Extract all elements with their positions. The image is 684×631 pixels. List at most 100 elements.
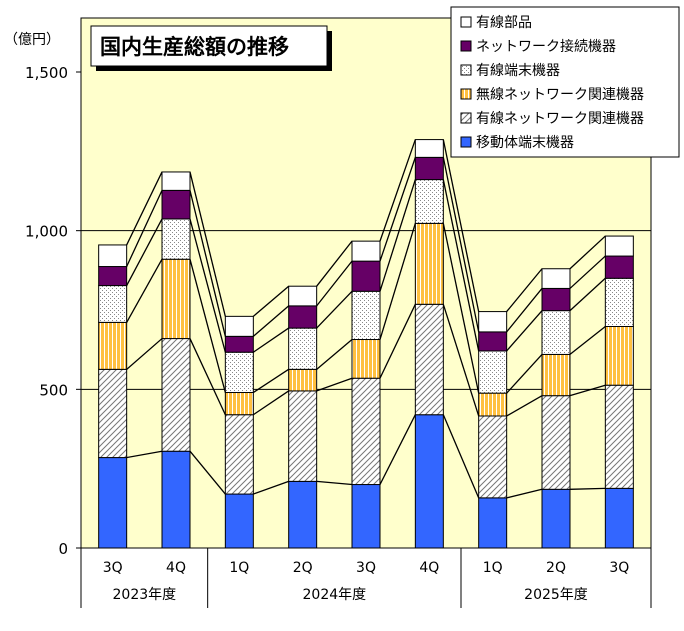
legend-swatch bbox=[460, 112, 472, 124]
y-ticks: 0 500 1,000 1,500 bbox=[25, 64, 81, 558]
bar-segment bbox=[98, 266, 128, 287]
legend-label: 有線端末機器 bbox=[476, 63, 560, 79]
series-connector bbox=[189, 450, 226, 495]
bar-segment bbox=[478, 350, 508, 394]
x-ticks: 3Q 4Q 1Q 2Q 3Q 4Q 1Q 2Q 3Q 2023年度 2024年度 2025年度 bbox=[80, 548, 652, 608]
series-connector bbox=[506, 310, 543, 352]
bar-segment bbox=[414, 179, 444, 224]
series-connector bbox=[126, 258, 163, 323]
connector-lines bbox=[126, 139, 606, 499]
legend-swatch bbox=[460, 64, 472, 76]
series-connector bbox=[316, 260, 353, 307]
series-connector bbox=[379, 414, 416, 485]
bar-segment bbox=[604, 326, 634, 386]
series-connector bbox=[379, 223, 416, 340]
bar-segment bbox=[414, 414, 444, 549]
bar-segment bbox=[98, 457, 128, 549]
bar-segment bbox=[224, 335, 254, 353]
bar-segment bbox=[161, 171, 191, 191]
y-tick-label: 500 bbox=[39, 381, 68, 399]
bars bbox=[98, 139, 634, 549]
bar-segment bbox=[98, 321, 128, 370]
series-connector bbox=[126, 190, 163, 267]
bar-segment bbox=[604, 487, 634, 549]
bar-segment bbox=[604, 277, 634, 328]
series-connector bbox=[189, 190, 226, 337]
series-connector bbox=[506, 353, 543, 394]
y-tick-label: 1,000 bbox=[25, 223, 68, 241]
series-connector bbox=[379, 179, 416, 292]
bar-segment bbox=[288, 368, 318, 392]
series-connector bbox=[126, 171, 163, 246]
bar-segment bbox=[478, 392, 508, 417]
bar-segment bbox=[224, 351, 254, 394]
legend-swatch bbox=[460, 40, 472, 52]
bar-segment bbox=[288, 390, 318, 482]
x-tick-label: 3Q bbox=[609, 560, 629, 576]
series-connector bbox=[316, 377, 353, 392]
series-connector bbox=[253, 480, 289, 495]
series-connector bbox=[442, 304, 480, 417]
bar-segment bbox=[161, 338, 191, 452]
series-connector bbox=[506, 288, 543, 333]
series-connector bbox=[189, 171, 226, 317]
series-connector bbox=[569, 325, 606, 355]
series-connector bbox=[126, 450, 163, 459]
bar-segment bbox=[98, 368, 128, 459]
y-tick-label: 0 bbox=[58, 540, 68, 558]
legend-swatch bbox=[460, 16, 472, 28]
legend: 有線部品ネットワーク接続機器有線端末機器無線ネットワーク関連機器有線ネットワーク… bbox=[450, 6, 680, 158]
bar-segment bbox=[351, 240, 381, 262]
series-connector bbox=[442, 179, 480, 352]
series-connector bbox=[126, 218, 163, 286]
x-group-label: 2024年度 bbox=[303, 587, 367, 603]
chart-title: 国内生産総額の推移 bbox=[100, 35, 289, 59]
bar-segment bbox=[224, 414, 254, 495]
legend-label: 有線部品 bbox=[476, 15, 532, 31]
series-connector bbox=[316, 240, 353, 287]
bar-segment bbox=[98, 285, 128, 323]
bar-segment bbox=[541, 488, 571, 549]
legend-swatch bbox=[460, 136, 472, 148]
series-connector bbox=[189, 338, 226, 415]
legend-box bbox=[450, 6, 680, 158]
series-connector bbox=[252, 327, 290, 353]
x-tick-label: 4Q bbox=[166, 560, 186, 576]
series-connector bbox=[316, 480, 353, 486]
bar-segment bbox=[224, 493, 254, 549]
series-connector bbox=[126, 338, 163, 370]
bar-segment bbox=[478, 311, 508, 333]
bar-segment bbox=[414, 222, 444, 305]
bar-segment bbox=[351, 260, 381, 292]
y-tick-label: 1,500 bbox=[25, 64, 68, 82]
bar-segment bbox=[224, 392, 254, 416]
series-connector bbox=[569, 487, 606, 490]
title-box bbox=[90, 25, 328, 67]
bar-segment bbox=[541, 287, 571, 312]
series-connector bbox=[569, 255, 606, 289]
series-connector bbox=[506, 268, 543, 313]
series-connector bbox=[379, 157, 416, 262]
series-connector bbox=[316, 339, 353, 370]
x-tick-label: 3Q bbox=[356, 560, 376, 576]
series-connector bbox=[442, 139, 480, 312]
bar-segment bbox=[478, 331, 508, 352]
legend-swatch bbox=[460, 88, 472, 100]
series-connector bbox=[506, 488, 543, 499]
bar-segment bbox=[161, 189, 191, 220]
bar-segment bbox=[288, 305, 318, 329]
bar-segment bbox=[414, 303, 444, 416]
x-tick-label: 4Q bbox=[419, 560, 439, 576]
bar-segment bbox=[351, 339, 381, 379]
bar-segment bbox=[224, 315, 254, 337]
bar-segment bbox=[604, 255, 634, 279]
bar-segment bbox=[541, 310, 571, 355]
series-connector bbox=[379, 304, 416, 379]
x-tick-label: 1Q bbox=[229, 560, 249, 576]
legend-label: 無線ネットワーク関連機器 bbox=[476, 87, 644, 103]
bar-segment bbox=[541, 353, 571, 397]
bar-segment bbox=[478, 415, 508, 499]
series-connector bbox=[189, 259, 226, 393]
x-tick-label: 2Q bbox=[546, 560, 566, 576]
